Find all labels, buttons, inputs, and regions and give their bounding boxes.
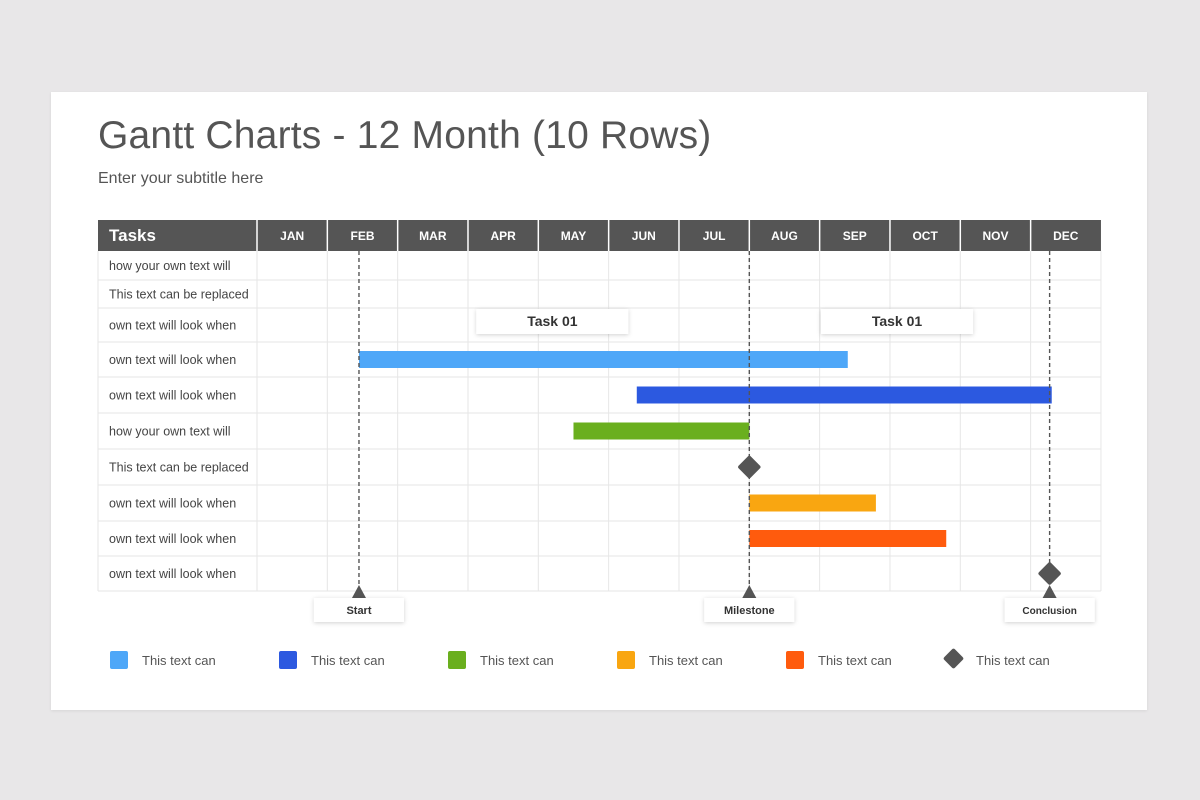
month-label: MAR (419, 229, 447, 243)
marker-label: Start (346, 605, 371, 617)
task-callout-label: Task 01 (872, 313, 923, 329)
month-label: JUL (703, 229, 726, 243)
month-label: SEP (843, 229, 867, 243)
milestone-diamond (738, 455, 761, 479)
marker-label: Milestone (724, 605, 775, 617)
task-row-label: This text can be replaced (109, 461, 249, 475)
task-row-label: how your own text will (109, 259, 231, 273)
month-label: APR (490, 229, 516, 243)
marker-label-box (313, 598, 404, 622)
task-row-label: own text will look when (109, 532, 236, 546)
legend-swatch (448, 651, 466, 669)
gantt-bar (573, 422, 750, 440)
legend-swatch (786, 651, 804, 669)
gantt-bar (636, 386, 1052, 404)
month-label: FEB (350, 229, 374, 243)
legend-label: This text can (311, 653, 385, 668)
gantt-bar (749, 530, 947, 547)
legend-label: This text can (976, 653, 1050, 668)
page-title: Gantt Charts - 12 Month (10 Rows) (98, 114, 712, 157)
task-row-label: how your own text will (109, 425, 231, 439)
legend-label: This text can (649, 653, 723, 668)
task-row-label: This text can be replaced (109, 288, 249, 302)
legend-label: This text can (142, 653, 216, 668)
table-header (98, 220, 1101, 251)
task-callout-label: Task 01 (527, 313, 578, 329)
legend-swatch (279, 651, 297, 669)
marker-label-box (704, 598, 795, 622)
month-label: JUN (632, 229, 656, 243)
marker-label: Conclusion (1022, 606, 1076, 617)
month-label: NOV (982, 229, 1008, 243)
marker-triangle (351, 585, 366, 598)
task-callout-box (821, 309, 974, 334)
legend-swatch (110, 651, 128, 669)
month-label: DEC (1053, 229, 1079, 243)
marker-triangle (1042, 585, 1057, 598)
marker-label-box (1004, 598, 1095, 622)
month-label: MAY (561, 229, 587, 243)
task-row-label: own text will look when (109, 319, 236, 333)
task-row-label: own text will look when (109, 497, 236, 511)
page-subtitle: Enter your subtitle here (98, 170, 264, 187)
task-row-label: own text will look when (109, 389, 236, 403)
month-label: JAN (280, 229, 304, 243)
task-callout-box (476, 309, 629, 334)
legend-label: This text can (818, 653, 892, 668)
month-label: AUG (771, 229, 798, 243)
task-row-label: own text will look when (109, 567, 236, 581)
task-row-label: own text will look when (109, 353, 236, 367)
gantt-chart: Tasks JAN FEB MAR APR MAY JUN JUL AUG SEP OCT NOV DE… (97, 220, 1102, 622)
legend-label: This text can (480, 653, 554, 668)
marker-triangle (742, 585, 757, 598)
tasks-header: Tasks (109, 226, 156, 245)
milestone-diamond (1038, 562, 1061, 585)
gantt-bar (358, 351, 848, 368)
slide: Gantt Charts - 12 Month (10 Rows) Enter … (51, 92, 1147, 710)
gantt-bar (749, 494, 876, 512)
legend-swatch (617, 651, 635, 669)
month-label: OCT (912, 229, 938, 243)
